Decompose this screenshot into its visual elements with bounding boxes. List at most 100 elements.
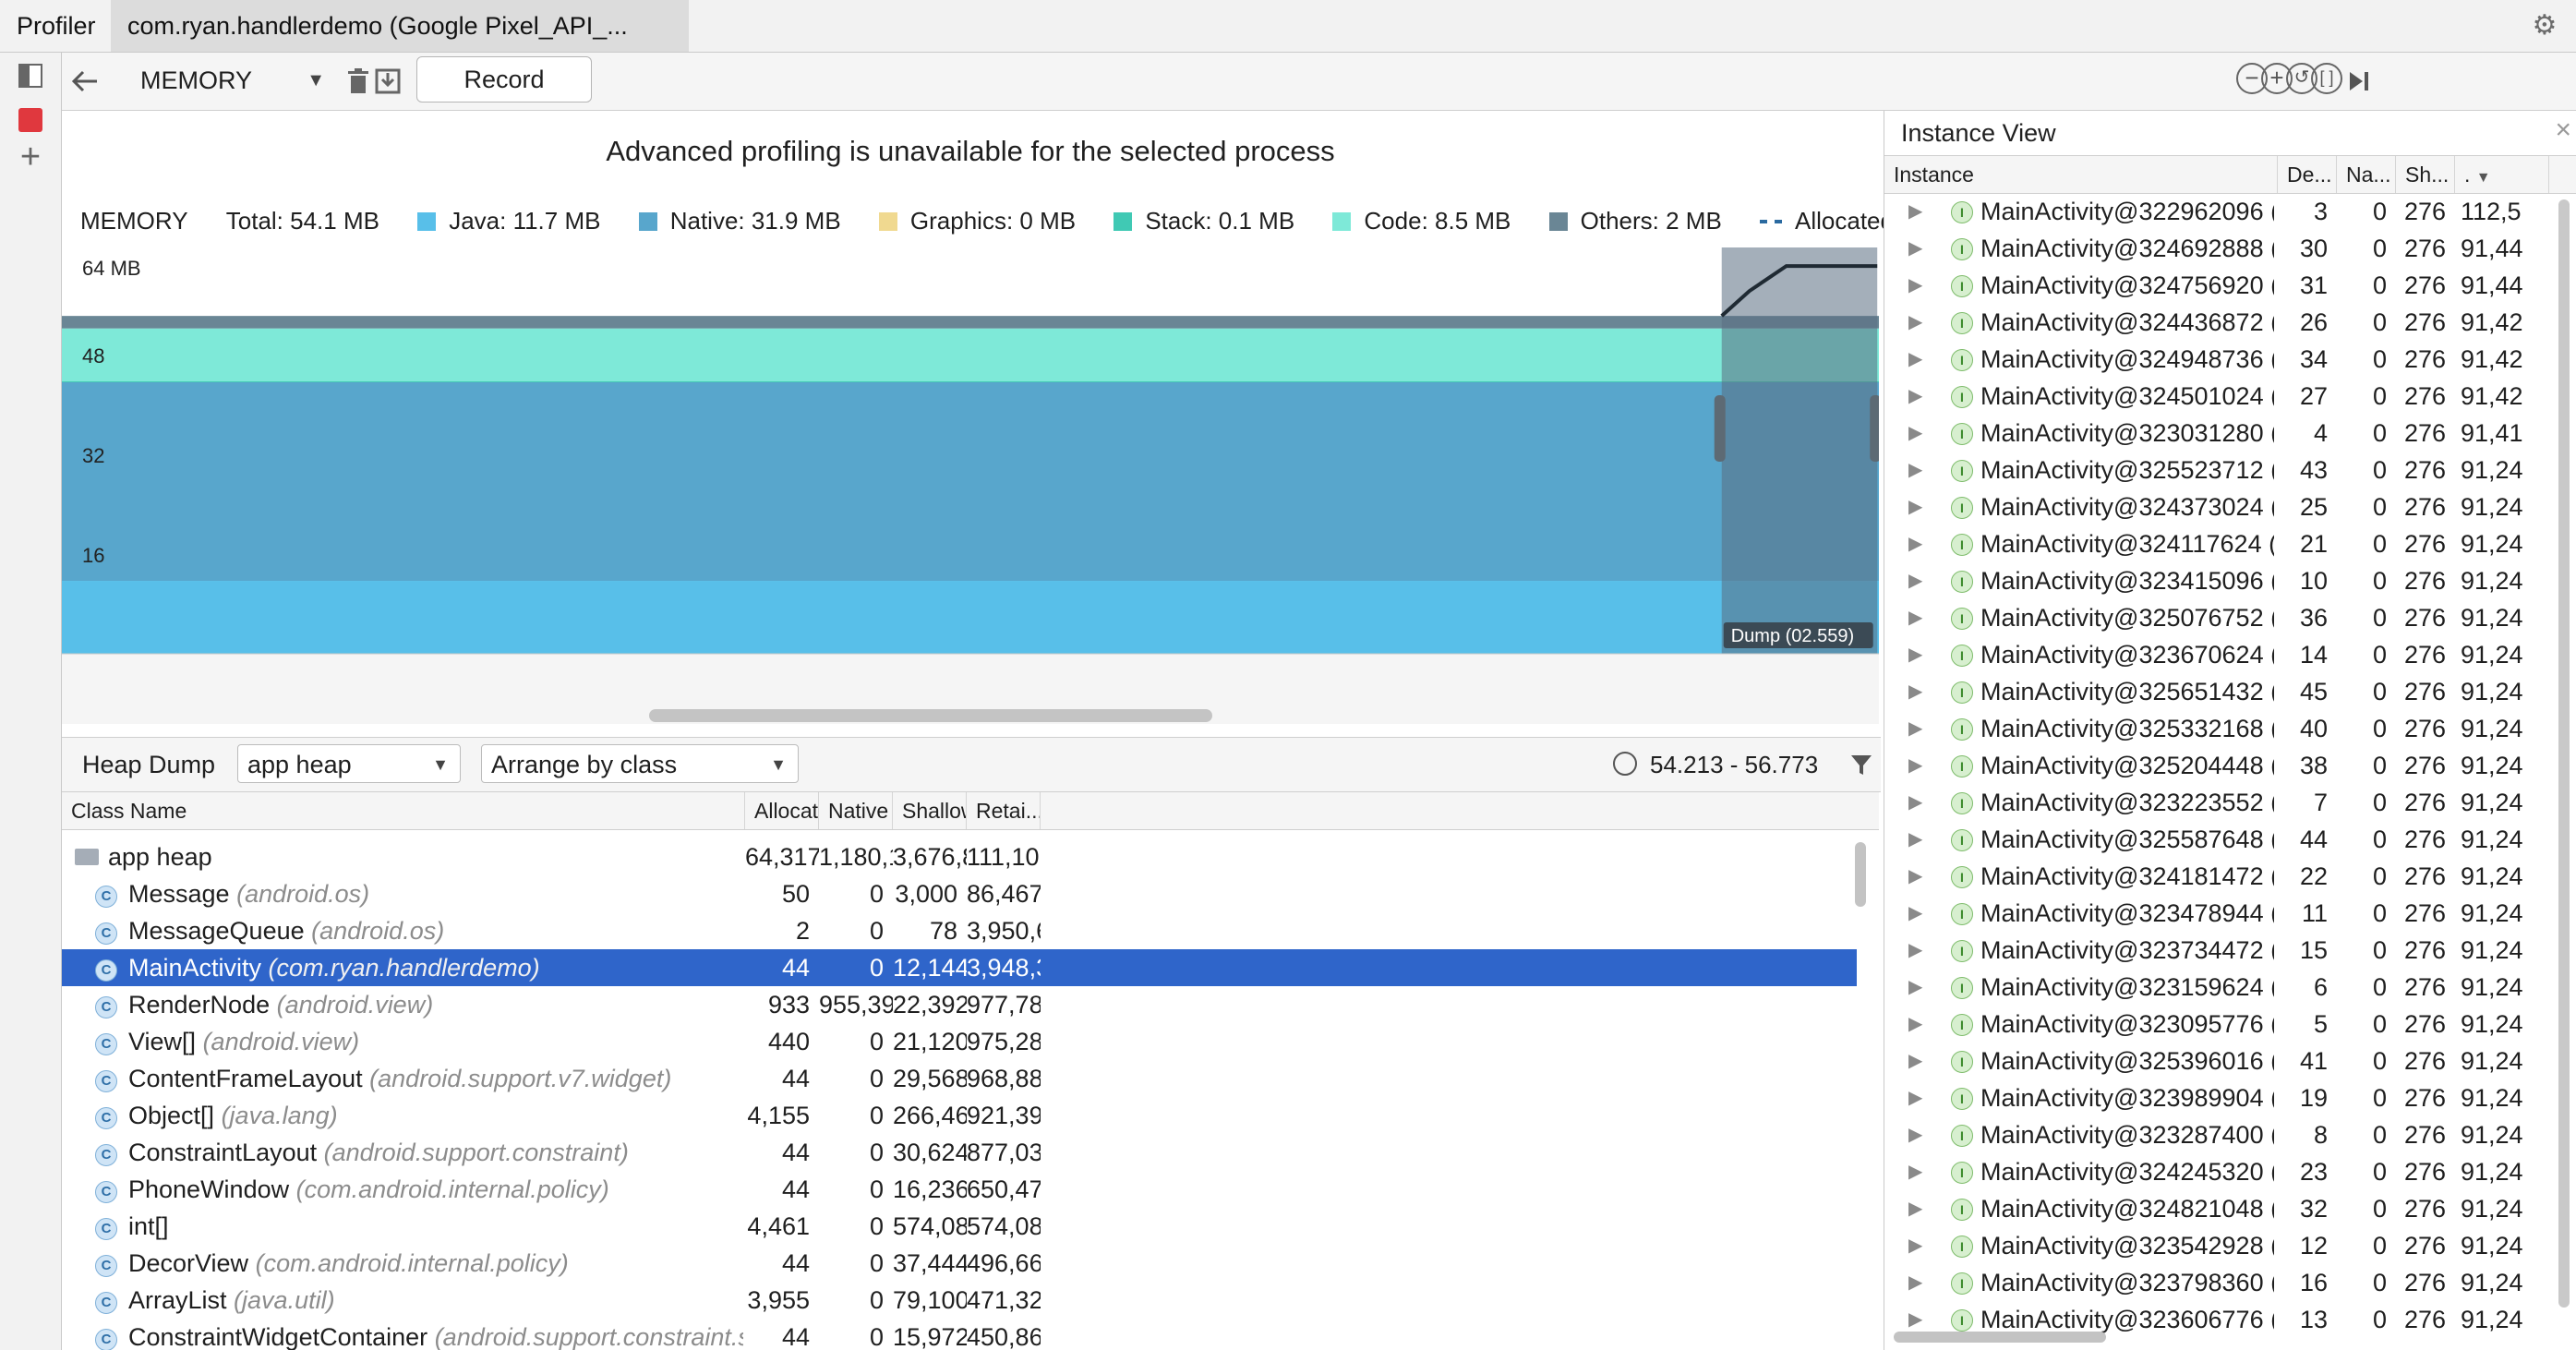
table-row[interactable]: app heap 64,3171,180,1583,676,853111,107,… bbox=[62, 838, 1857, 875]
add-session-icon[interactable]: + bbox=[19, 138, 42, 176]
instance-horizontal-scrollbar[interactable] bbox=[1894, 1332, 2106, 1343]
instance-row[interactable]: ▶ I MainActivity@322962096 (3 0 276 112,5 bbox=[1884, 193, 2549, 230]
expand-arrow-icon[interactable]: ▶ bbox=[1908, 1051, 1923, 1071]
instance-row[interactable]: ▶ I MainActivity@325523712 (43 0 276 91,24 bbox=[1884, 452, 2549, 488]
expand-arrow-icon[interactable]: ▶ bbox=[1908, 1272, 1923, 1293]
trash-icon[interactable] bbox=[343, 66, 374, 97]
gear-icon[interactable]: ⚙ bbox=[2532, 10, 2558, 41]
instance-row[interactable]: ▶ I MainActivity@323159624 (6 0 276 91,24 bbox=[1884, 969, 2549, 1006]
instance-row[interactable]: ▶ I MainActivity@323031280 (4 0 276 91,41 bbox=[1884, 415, 2549, 452]
expand-arrow-icon[interactable]: ▶ bbox=[1908, 940, 1923, 960]
table-row[interactable]: C Message (android.os) 50 0 3,000 86,467,017 bbox=[62, 875, 1857, 912]
table-row[interactable]: C PhoneWindow (com.android.internal.polic… bbox=[62, 1171, 1857, 1208]
col-native[interactable]: Na... bbox=[2337, 156, 2396, 193]
instance-row[interactable]: ▶ I MainActivity@323670624 (14 0 276 91,24 bbox=[1884, 636, 2549, 673]
instance-row[interactable]: ▶ I MainActivity@323287400 (8 0 276 91,24 bbox=[1884, 1116, 2549, 1153]
expand-arrow-icon[interactable]: ▶ bbox=[1908, 608, 1923, 628]
class-table-scrollbar[interactable] bbox=[1855, 842, 1866, 907]
close-icon[interactable]: × bbox=[2555, 115, 2571, 145]
fit-icon[interactable]: [ ] bbox=[2311, 63, 2342, 94]
instance-row[interactable]: ▶ I MainActivity@324436872 (26 0 276 91,42 bbox=[1884, 304, 2549, 341]
instance-row[interactable]: ▶ I MainActivity@323734472 (15 0 276 91,24 bbox=[1884, 932, 2549, 969]
instance-row[interactable]: ▶ I MainActivity@324692888 (30 0 276 91,44 bbox=[1884, 230, 2549, 267]
expand-arrow-icon[interactable]: ▶ bbox=[1908, 423, 1923, 443]
table-row[interactable]: C MessageQueue (android.os) 2 0 78 3,950,601 bbox=[62, 912, 1857, 949]
instance-row[interactable]: ▶ I MainActivity@323989904 (19 0 276 91,24 bbox=[1884, 1079, 2549, 1116]
col-retained[interactable]: . ▼ bbox=[2455, 156, 2549, 193]
expand-arrow-icon[interactable]: ▶ bbox=[1908, 1199, 1923, 1219]
instance-row[interactable]: ▶ I MainActivity@324245320 (23 0 276 91,24 bbox=[1884, 1153, 2549, 1190]
expand-arrow-icon[interactable]: ▶ bbox=[1908, 1088, 1923, 1108]
expand-arrow-icon[interactable]: ▶ bbox=[1908, 718, 1923, 739]
selection-handle-start[interactable] bbox=[1714, 395, 1726, 462]
instance-row[interactable]: ▶ I MainActivity@324821048 (32 0 276 91,24 bbox=[1884, 1190, 2549, 1227]
table-row[interactable]: C RenderNode (android.view) 933 955,39222,3… bbox=[62, 986, 1857, 1023]
expand-arrow-icon[interactable]: ▶ bbox=[1908, 829, 1923, 850]
col-shallow[interactable]: Sh... bbox=[2396, 156, 2455, 193]
go-live-icon[interactable] bbox=[2342, 66, 2374, 97]
table-row[interactable]: C ConstraintLayout (android.support.const… bbox=[62, 1134, 1857, 1171]
col-native-size[interactable]: Native Size bbox=[819, 792, 893, 829]
instance-row[interactable]: ▶ I MainActivity@324756920 (31 0 276 91,44 bbox=[1884, 267, 2549, 304]
expand-arrow-icon[interactable]: ▶ bbox=[1908, 201, 1923, 222]
instance-row[interactable]: ▶ I MainActivity@325332168 (40 0 276 91,24 bbox=[1884, 710, 2549, 747]
expand-arrow-icon[interactable]: ▶ bbox=[1908, 755, 1923, 776]
instance-row[interactable]: ▶ I MainActivity@325396016 (41 0 276 91,24 bbox=[1884, 1043, 2549, 1079]
expand-arrow-icon[interactable]: ▶ bbox=[1908, 571, 1923, 591]
instance-row[interactable]: ▶ I MainActivity@325651432 (45 0 276 91,24 bbox=[1884, 673, 2549, 710]
selection-range[interactable] bbox=[1721, 247, 1878, 654]
filter-icon[interactable] bbox=[1849, 753, 1873, 781]
expand-arrow-icon[interactable]: ▶ bbox=[1908, 1125, 1923, 1145]
expand-arrow-icon[interactable]: ▶ bbox=[1908, 349, 1923, 369]
instance-row[interactable]: ▶ I MainActivity@324373024 (25 0 276 91,24 bbox=[1884, 488, 2549, 525]
expand-arrow-icon[interactable]: ▶ bbox=[1908, 386, 1923, 406]
instance-row[interactable]: ▶ I MainActivity@324117624 (21 0 276 91,24 bbox=[1884, 525, 2549, 562]
tab-profiler[interactable]: Profiler bbox=[17, 12, 96, 40]
instance-row[interactable]: ▶ I MainActivity@323798360 (16 0 276 91,24 bbox=[1884, 1264, 2549, 1301]
expand-arrow-icon[interactable]: ▶ bbox=[1908, 1309, 1923, 1330]
expand-arrow-icon[interactable]: ▶ bbox=[1908, 497, 1923, 517]
instance-row[interactable]: ▶ I MainActivity@325587648 (44 0 276 91,24 bbox=[1884, 821, 2549, 858]
table-row[interactable]: C MainActivity (com.ryan.handlerdemo) 44 0 1… bbox=[62, 949, 1857, 986]
back-arrow-icon[interactable] bbox=[69, 66, 101, 97]
panel-toggle-icon[interactable] bbox=[18, 64, 42, 88]
col-instance[interactable]: Instance bbox=[1884, 156, 2278, 193]
expand-arrow-icon[interactable]: ▶ bbox=[1908, 238, 1923, 259]
expand-arrow-icon[interactable]: ▶ bbox=[1908, 903, 1923, 923]
expand-arrow-icon[interactable]: ▶ bbox=[1908, 1235, 1923, 1256]
expand-arrow-icon[interactable]: ▶ bbox=[1908, 312, 1923, 332]
instance-row[interactable]: ▶ I MainActivity@323478944 (11 0 276 91,24 bbox=[1884, 895, 2549, 932]
arrange-select[interactable]: Arrange by class ▼ bbox=[481, 744, 799, 783]
expand-arrow-icon[interactable]: ▶ bbox=[1908, 645, 1923, 665]
col-depth[interactable]: De... bbox=[2278, 156, 2337, 193]
expand-arrow-icon[interactable]: ▶ bbox=[1908, 866, 1923, 886]
record-button[interactable]: Record bbox=[416, 56, 592, 102]
instance-row[interactable]: ▶ I MainActivity@325076752 (36 0 276 91,24 bbox=[1884, 599, 2549, 636]
export-icon[interactable] bbox=[372, 66, 403, 97]
col-class-name[interactable]: Class Name bbox=[62, 792, 745, 829]
tab-process[interactable]: com.ryan.handlerdemo (Google Pixel_API_.… bbox=[111, 0, 689, 52]
expand-arrow-icon[interactable]: ▶ bbox=[1908, 977, 1923, 997]
expand-arrow-icon[interactable]: ▶ bbox=[1908, 1014, 1923, 1034]
expand-arrow-icon[interactable]: ▶ bbox=[1908, 275, 1923, 295]
instance-row[interactable]: ▶ I MainActivity@325204448 (38 0 276 91,24 bbox=[1884, 747, 2549, 784]
instance-row[interactable]: ▶ I MainActivity@323606776 (13 0 276 91,24 bbox=[1884, 1301, 2549, 1338]
instance-vertical-scrollbar[interactable] bbox=[2558, 199, 2570, 1308]
timeline-scrollbar[interactable] bbox=[649, 709, 1212, 722]
heap-select[interactable]: app heap ▼ bbox=[237, 744, 461, 783]
instance-row[interactable]: ▶ I MainActivity@324501024 (27 0 276 91,42 bbox=[1884, 378, 2549, 415]
expand-arrow-icon[interactable]: ▶ bbox=[1908, 534, 1923, 554]
instance-row[interactable]: ▶ I MainActivity@323542928 (12 0 276 91,24 bbox=[1884, 1227, 2549, 1264]
expand-arrow-icon[interactable]: ▶ bbox=[1908, 681, 1923, 702]
expand-arrow-icon[interactable]: ▶ bbox=[1908, 792, 1923, 813]
col-shallow-size[interactable]: Shallow S... bbox=[893, 792, 967, 829]
instance-row[interactable]: ▶ I MainActivity@324181472 (22 0 276 91,24 bbox=[1884, 858, 2549, 895]
table-row[interactable]: C ArrayList (java.util) 3,955 0 79,100 471,32… bbox=[62, 1282, 1857, 1319]
instance-row[interactable]: ▶ I MainActivity@323415096 (10 0 276 91,24 bbox=[1884, 562, 2549, 599]
table-row[interactable]: C ConstraintWidgetContainer (android.supp… bbox=[62, 1319, 1857, 1350]
col-retained-size[interactable]: Retai... ▼ bbox=[967, 792, 1041, 829]
selection-handle-end[interactable] bbox=[1870, 395, 1879, 462]
